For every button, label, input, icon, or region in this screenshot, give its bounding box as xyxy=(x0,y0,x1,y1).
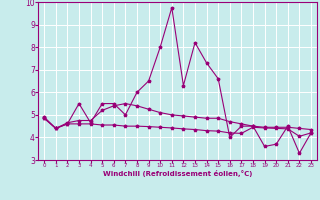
X-axis label: Windchill (Refroidissement éolien,°C): Windchill (Refroidissement éolien,°C) xyxy=(103,170,252,177)
